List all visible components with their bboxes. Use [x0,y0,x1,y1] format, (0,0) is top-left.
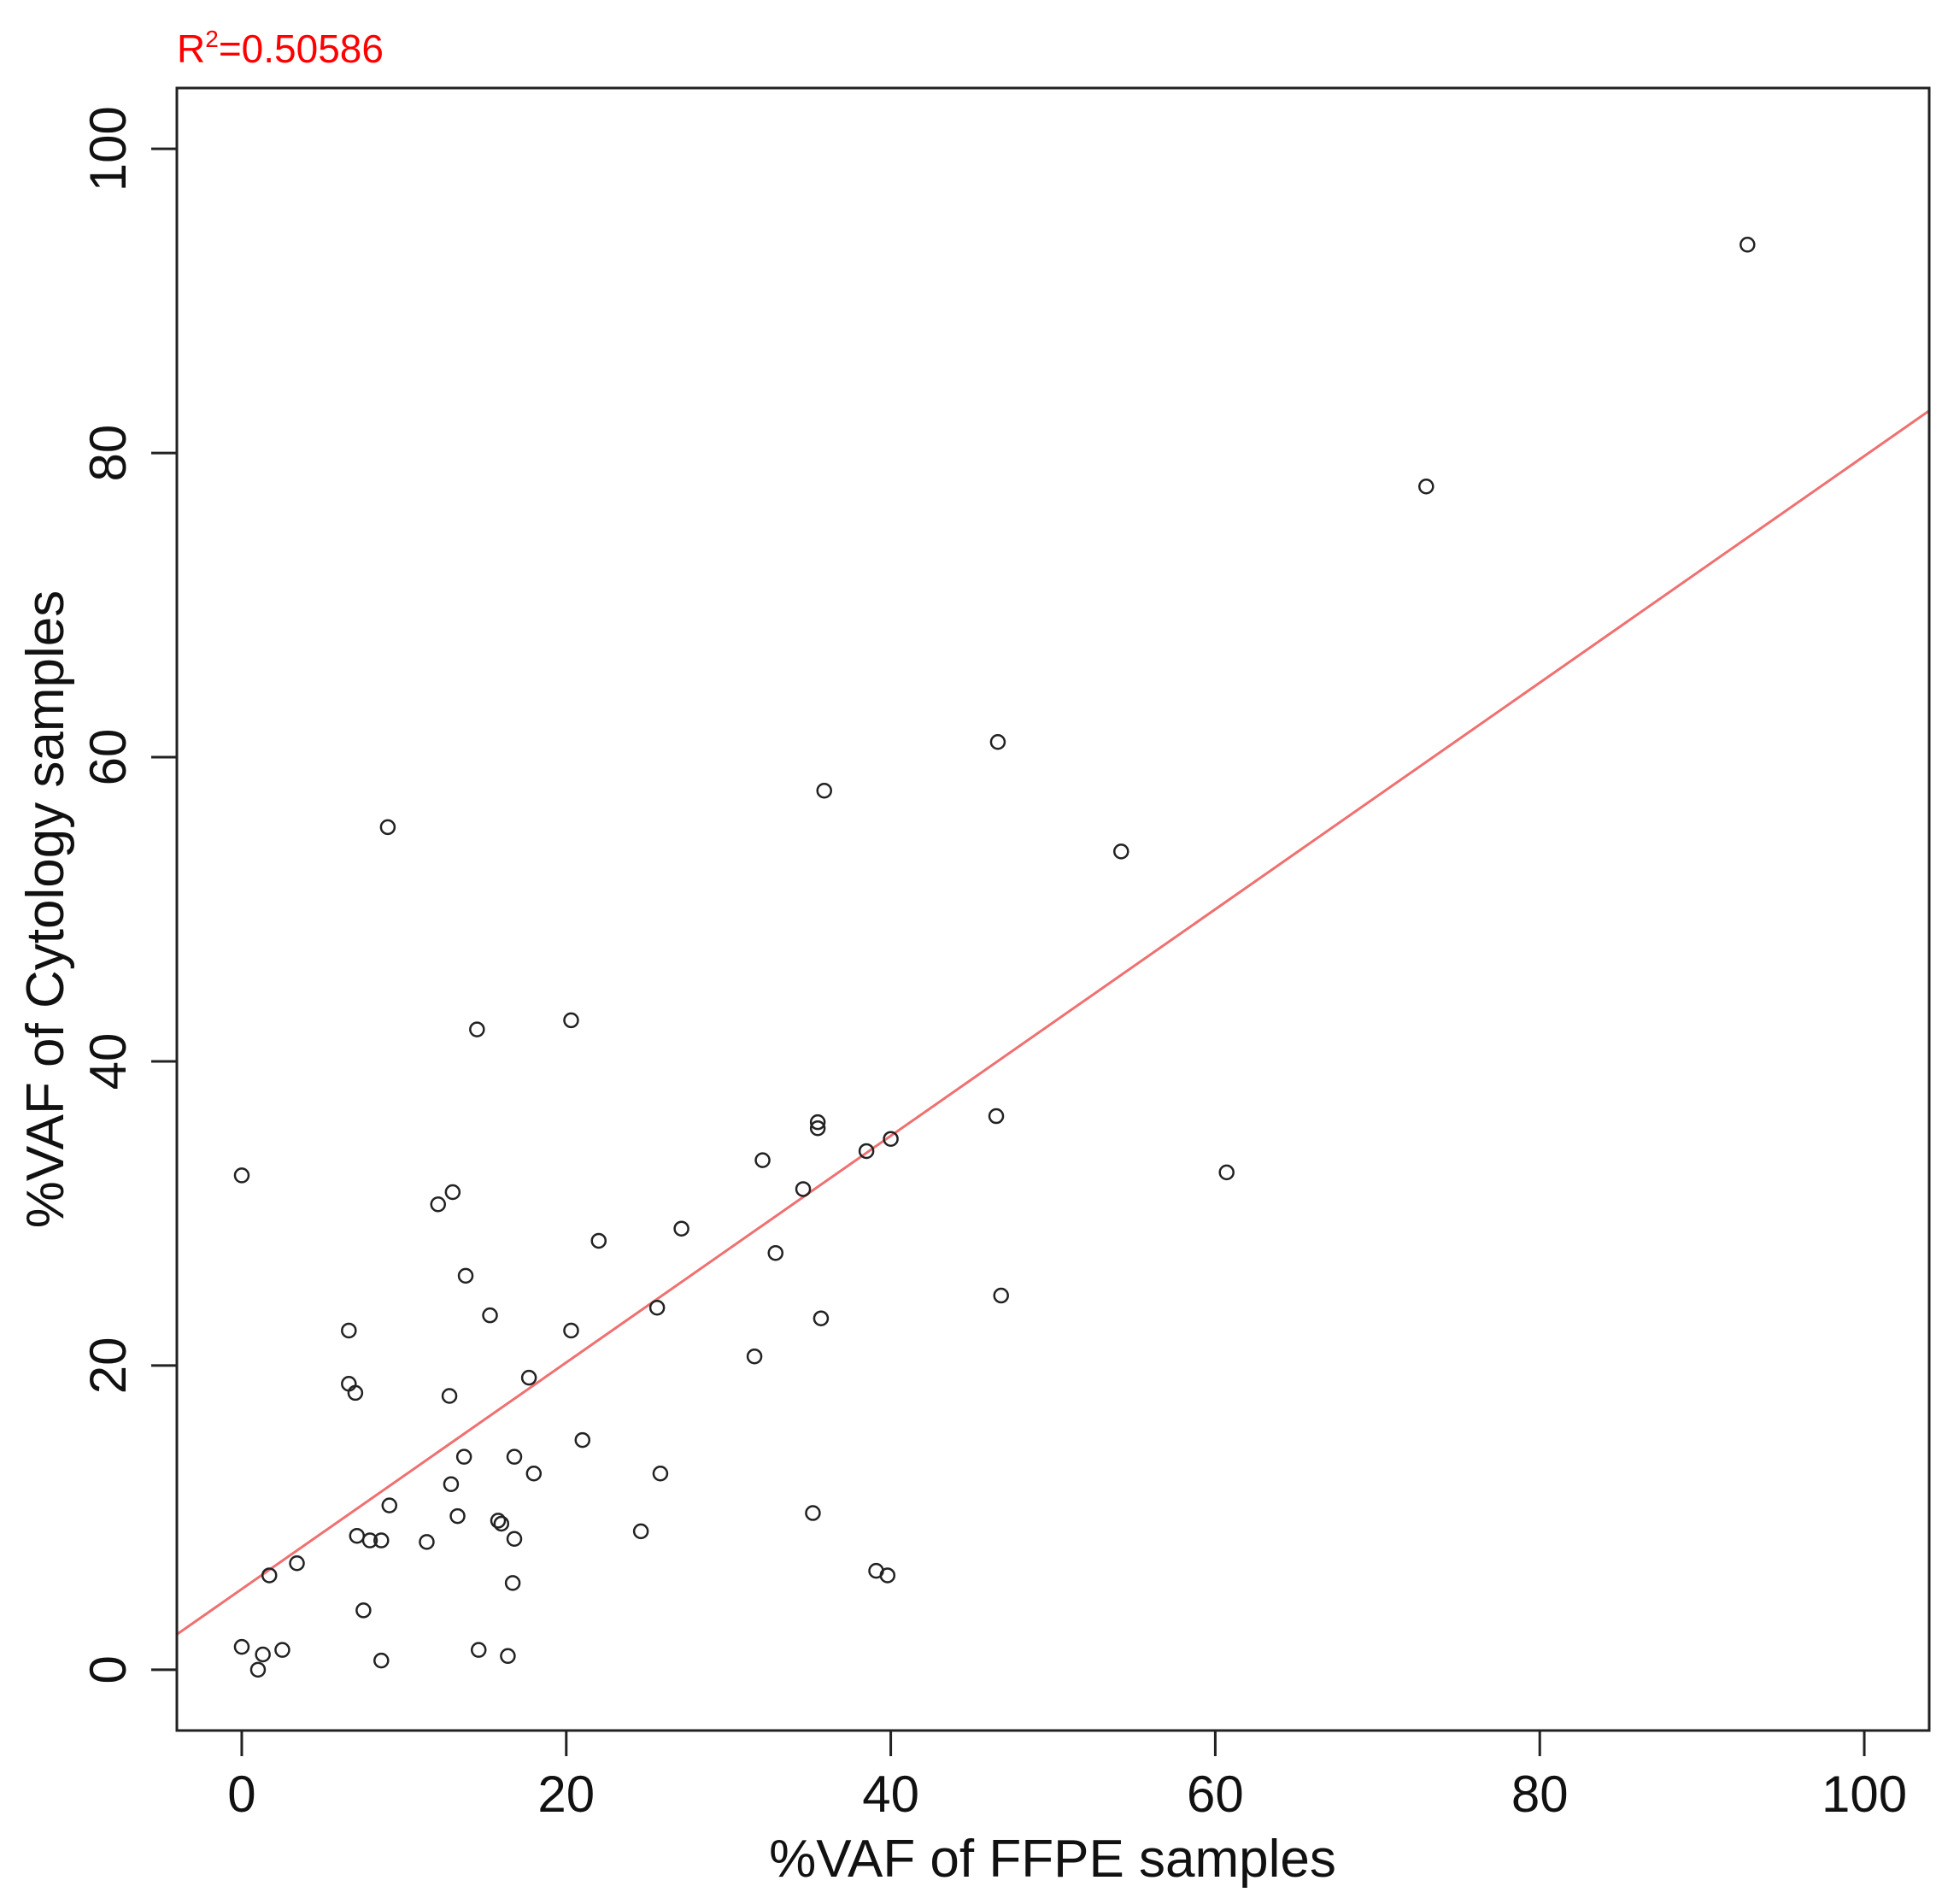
data-point [490,1513,507,1529]
x-tick-label: 0 [227,1766,255,1823]
r-squared-value: =0.50586 [219,26,384,71]
data-point [1113,843,1129,860]
data-point [795,1181,812,1197]
data-point [482,1307,498,1324]
r-squared-annotation: R2=0.50586 [177,26,384,71]
x-tick-label: 60 [1187,1766,1244,1823]
data-point [652,1465,669,1482]
data-point [993,1287,1009,1304]
data-point [349,1527,366,1544]
data-point [233,1167,250,1184]
data-point [249,1661,267,1678]
data-point [255,1646,271,1663]
data-point [444,1184,461,1201]
data-point [1218,1164,1235,1181]
data-point [574,1431,591,1449]
data-point [809,1120,826,1137]
data-point [347,1384,364,1402]
x-axis: 0 20 40 60 80 100 [227,1729,1907,1823]
data-point [233,1638,250,1655]
data-point [883,1131,899,1147]
r-squared-superscript: 2 [205,26,219,52]
data-point [813,1310,830,1326]
y-tick-label: 0 [79,1655,137,1684]
y-tick-label: 100 [79,106,137,191]
plot-frame [175,86,1931,1732]
data-point [632,1523,649,1540]
y-tick-label: 40 [79,1033,137,1090]
data-point [381,1497,398,1513]
data-point [457,1267,474,1284]
data-point [449,1507,466,1525]
data-point [879,1567,896,1584]
data-point [379,819,396,836]
y-axis: 0 20 40 60 80 100 [79,106,179,1684]
data-point [590,1232,607,1249]
data-point [261,1567,278,1584]
data-point [563,1322,579,1339]
data-point [506,1531,523,1548]
data-point [373,1532,390,1548]
data-point [767,1244,784,1261]
data-point [373,1652,390,1669]
y-tick-label: 80 [79,425,137,482]
x-tick-label: 40 [862,1766,919,1823]
data-point [809,1114,826,1131]
data-point [1740,237,1756,253]
data-point [341,1322,357,1339]
data-point [858,1143,875,1160]
data-point [1418,479,1434,495]
data-point [493,1515,510,1532]
data-point [989,733,1006,750]
y-axis-label: %VAF of Cytology samples [16,591,75,1229]
data-point [455,1449,472,1465]
data-point [469,1021,485,1037]
data-point [274,1642,290,1658]
plot-area [176,237,1930,1678]
data-point [443,1476,460,1492]
data-point [816,782,832,799]
data-point [441,1388,458,1404]
regression-line [176,409,1930,1636]
data-point [361,1532,378,1548]
data-point [988,1108,1005,1125]
data-point [506,1449,523,1465]
data-point [754,1152,771,1168]
data-point [525,1465,543,1482]
x-tick-label: 100 [1822,1766,1907,1823]
r-squared-base: R [177,26,205,71]
data-point [419,1534,435,1550]
data-point [470,1642,487,1658]
y-tick-label: 60 [79,729,137,786]
data-point [500,1648,516,1665]
x-tick-label: 20 [537,1766,595,1823]
y-tick-label: 20 [79,1337,137,1395]
data-point [355,1602,372,1619]
data-point [673,1220,689,1237]
data-point [430,1196,447,1213]
data-point [289,1554,305,1572]
x-axis-label: %VAF of FFPE samples [769,1830,1336,1889]
data-point [648,1300,666,1316]
x-tick-label: 80 [1511,1766,1569,1823]
data-point [520,1369,537,1386]
data-point [504,1575,521,1591]
data-point [563,1012,579,1029]
data-point [805,1505,821,1521]
data-point [746,1348,763,1365]
